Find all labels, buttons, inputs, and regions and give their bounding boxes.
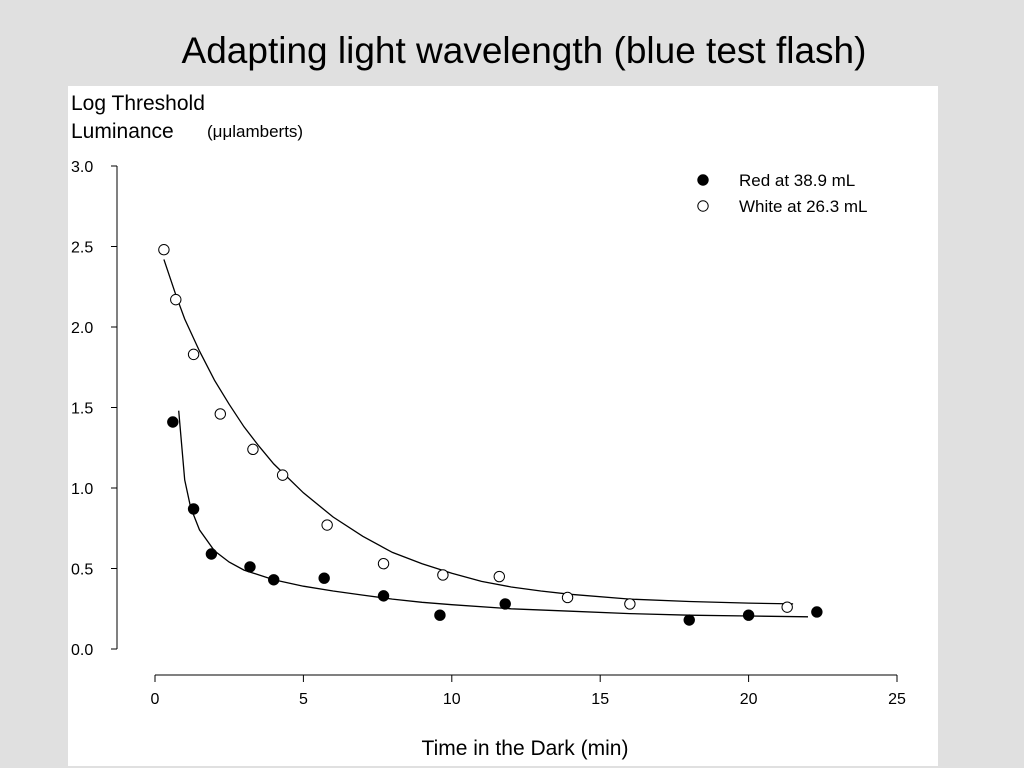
data-point-filled	[742, 609, 755, 621]
y-axis-label-line1: Log Threshold	[71, 92, 205, 115]
y-tick-label: 1.5	[71, 401, 93, 418]
data-points	[158, 244, 823, 626]
legend-label-series-2: White at 26.3 mL	[739, 197, 868, 216]
slide-title: Adapting light wavelength (blue test fla…	[181, 30, 867, 71]
x-tick-label: 0	[151, 691, 160, 708]
data-point-filled	[244, 561, 256, 573]
data-point-open	[158, 244, 170, 256]
data-point-open	[276, 469, 289, 481]
data-point-open	[624, 598, 636, 610]
data-point-filled	[377, 590, 390, 602]
y-tick-label: 3.0	[71, 159, 93, 176]
y-tick-label: 1.0	[71, 481, 93, 498]
data-point-open	[214, 408, 226, 420]
axes: 0.0 0.5 1.0 1.5 2.0 2.5 3.0 0 5 10 15 20 25	[71, 159, 906, 708]
data-point-open	[561, 591, 574, 604]
data-point-filled	[811, 606, 823, 618]
data-point-filled	[167, 416, 179, 428]
y-axis-unit: (μμlamberts)	[207, 122, 303, 141]
chart-panel: Log Threshold Luminance (μμlamberts) Tim…	[68, 86, 938, 766]
fit-curves	[163, 259, 809, 618]
data-point-open	[493, 570, 505, 583]
x-tick-label: 10	[443, 691, 461, 708]
legend-label-series-1: Red at 38.9 mL	[739, 171, 855, 190]
legend-marker-series-1	[697, 174, 709, 186]
data-point-open	[247, 443, 259, 456]
y-axis-label-line2: Luminance	[71, 120, 174, 143]
data-point-filled	[268, 574, 280, 586]
fit-curve-series-2	[163, 259, 794, 605]
data-point-filled	[683, 614, 695, 626]
x-tick-label: 15	[591, 691, 609, 708]
x-tick-label: 5	[299, 691, 308, 708]
data-point-open	[321, 519, 333, 531]
data-point-open	[781, 601, 793, 613]
fit-curve-series-1	[178, 410, 809, 618]
data-point-open	[170, 293, 182, 306]
data-point-filled	[187, 503, 200, 515]
data-point-filled	[434, 609, 446, 621]
data-point-open	[377, 557, 390, 570]
data-point-open	[437, 569, 449, 581]
data-point-filled	[205, 548, 218, 560]
y-tick-label: 2.5	[71, 240, 93, 257]
x-tick-label: 25	[888, 691, 906, 708]
chart-svg: Log Threshold Luminance (μμlamberts) Tim…	[71, 92, 906, 760]
y-tick-label: 2.0	[71, 320, 93, 337]
legend-marker-series-2	[697, 200, 709, 212]
x-axis-label: Time in the Dark (min)	[422, 737, 629, 760]
data-point-filled	[499, 598, 511, 610]
y-tick-label: 0.0	[71, 642, 93, 659]
data-point-open	[187, 348, 200, 361]
y-tick-label: 0.5	[71, 562, 93, 579]
data-point-filled	[318, 572, 330, 584]
x-tick-label: 20	[740, 691, 758, 708]
legend: Red at 38.9 mL White at 26.3 mL	[697, 171, 868, 216]
